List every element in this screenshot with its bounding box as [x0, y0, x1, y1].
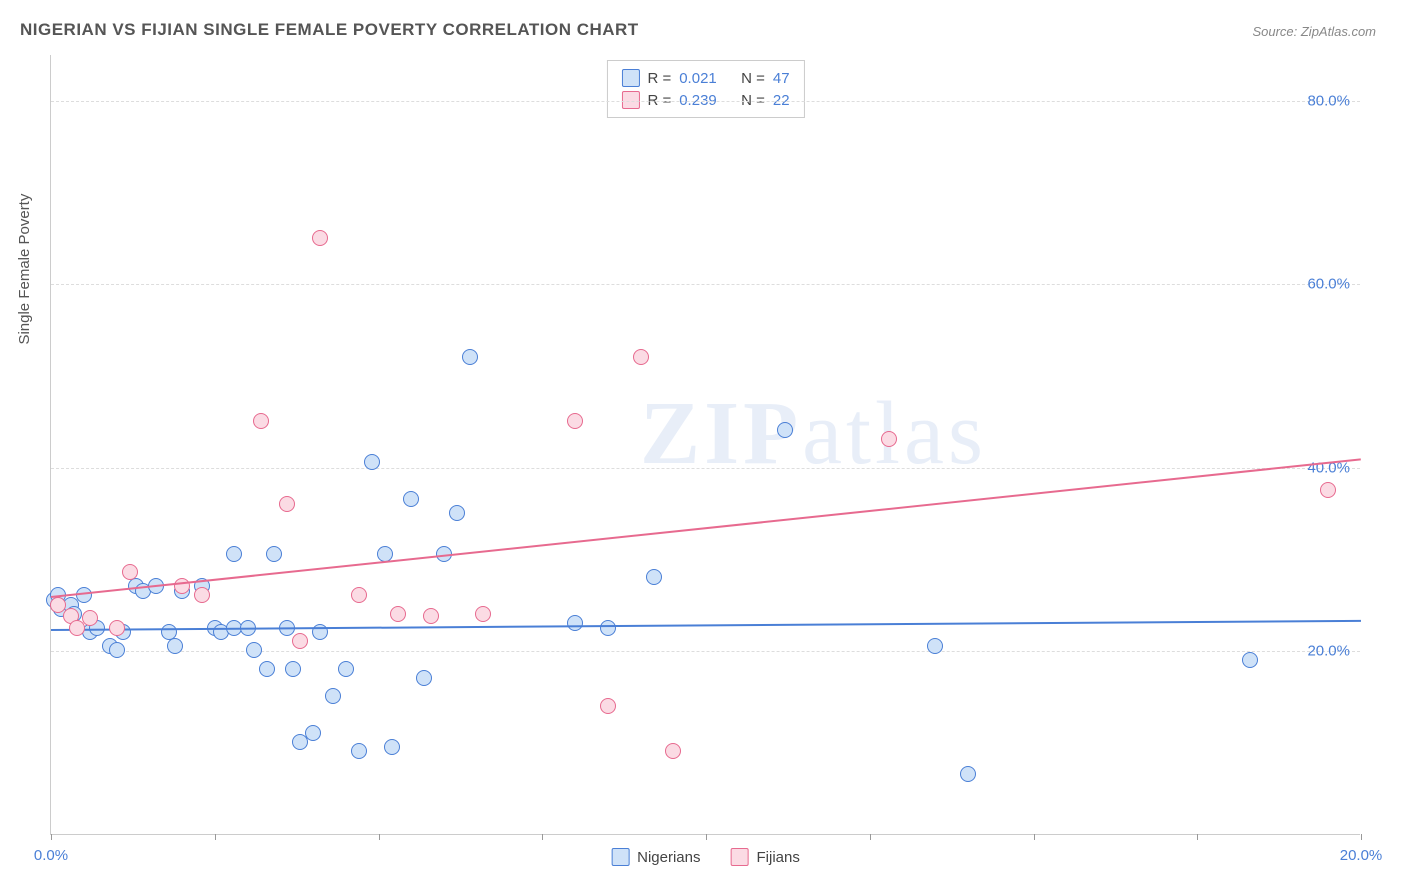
x-tick-mark	[51, 834, 52, 840]
x-tick-label: 20.0%	[1340, 847, 1383, 864]
r-label: R =	[647, 70, 671, 87]
legend-item-fijians: Fijians	[731, 848, 800, 866]
scatter-point	[82, 610, 98, 626]
scatter-point	[364, 454, 380, 470]
scatter-point	[567, 413, 583, 429]
scatter-point	[1320, 482, 1336, 498]
scatter-point	[266, 546, 282, 562]
x-tick-label: 0.0%	[34, 847, 68, 864]
scatter-point	[246, 642, 262, 658]
scatter-point	[305, 725, 321, 741]
scatter-point	[462, 349, 478, 365]
scatter-point	[600, 620, 616, 636]
scatter-point	[384, 739, 400, 755]
scatter-point	[325, 688, 341, 704]
trend-line	[51, 459, 1361, 599]
scatter-point	[567, 615, 583, 631]
x-tick-mark	[706, 834, 707, 840]
legend-label-nigerians: Nigerians	[637, 849, 700, 866]
x-tick-mark	[1034, 834, 1035, 840]
legend-bottom: Nigerians Fijians	[611, 848, 800, 866]
scatter-point	[167, 638, 183, 654]
r-value-nigerians: 0.021	[679, 70, 717, 87]
gridline	[51, 468, 1360, 469]
n-value-nigerians: 47	[773, 70, 790, 87]
scatter-point	[122, 564, 138, 580]
scatter-point	[285, 661, 301, 677]
scatter-point	[600, 698, 616, 714]
scatter-point	[338, 661, 354, 677]
scatter-point	[449, 505, 465, 521]
scatter-point	[633, 349, 649, 365]
watermark: ZIPatlas	[640, 382, 987, 485]
gridline	[51, 284, 1360, 285]
legend-item-nigerians: Nigerians	[611, 848, 700, 866]
y-tick-label: 60.0%	[1307, 276, 1350, 293]
scatter-point	[927, 638, 943, 654]
scatter-point	[194, 587, 210, 603]
x-tick-mark	[379, 834, 380, 840]
swatch-nigerians-icon	[611, 848, 629, 866]
scatter-point	[403, 491, 419, 507]
n-label: N =	[741, 70, 765, 87]
scatter-point	[253, 413, 269, 429]
scatter-point	[1242, 652, 1258, 668]
scatter-point	[475, 606, 491, 622]
y-axis-title: Single Female Poverty	[16, 194, 33, 345]
scatter-point	[76, 587, 92, 603]
scatter-point	[423, 608, 439, 624]
scatter-point	[351, 743, 367, 759]
source-attribution: Source: ZipAtlas.com	[1252, 24, 1376, 39]
scatter-point	[109, 620, 125, 636]
stats-legend-box: R = 0.021 N = 47 R = 0.239 N = 22	[606, 60, 804, 118]
scatter-point	[646, 569, 662, 585]
scatter-point	[665, 743, 681, 759]
scatter-point	[109, 642, 125, 658]
scatter-point	[390, 606, 406, 622]
x-tick-mark	[870, 834, 871, 840]
x-tick-mark	[1361, 834, 1362, 840]
scatter-point	[351, 587, 367, 603]
scatter-point	[416, 670, 432, 686]
scatter-point	[960, 766, 976, 782]
scatter-point	[881, 431, 897, 447]
scatter-point	[279, 496, 295, 512]
x-tick-mark	[1197, 834, 1198, 840]
scatter-point	[312, 230, 328, 246]
scatter-point	[777, 422, 793, 438]
swatch-nigerians-icon	[621, 69, 639, 87]
plot-area: ZIPatlas R = 0.021 N = 47 R = 0.239 N = …	[50, 55, 1360, 835]
scatter-point	[292, 633, 308, 649]
legend-label-fijians: Fijians	[757, 849, 800, 866]
scatter-point	[259, 661, 275, 677]
x-tick-mark	[215, 834, 216, 840]
gridline	[51, 101, 1360, 102]
scatter-point	[226, 546, 242, 562]
y-tick-label: 20.0%	[1307, 643, 1350, 660]
swatch-fijians-icon	[731, 848, 749, 866]
y-tick-label: 80.0%	[1307, 92, 1350, 109]
chart-title: NIGERIAN VS FIJIAN SINGLE FEMALE POVERTY…	[20, 20, 639, 40]
x-tick-mark	[542, 834, 543, 840]
stats-row-nigerians: R = 0.021 N = 47	[621, 67, 789, 89]
